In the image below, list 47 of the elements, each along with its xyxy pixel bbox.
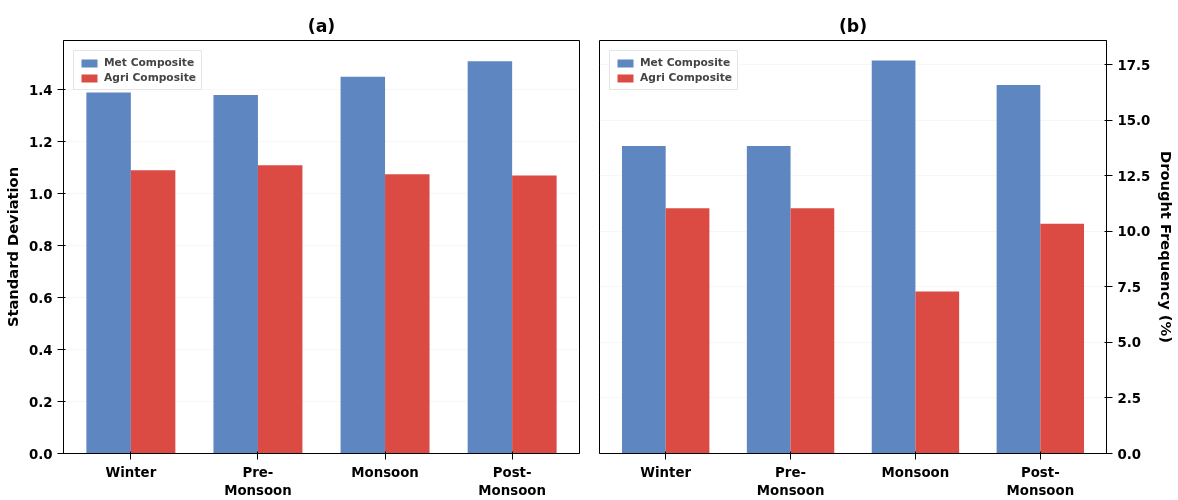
y-tick-label: 1.0 bbox=[28, 186, 53, 202]
y2-tick-label: 10.0 bbox=[1117, 224, 1151, 240]
legend-label: Met Composite bbox=[104, 56, 195, 69]
bar bbox=[257, 165, 303, 454]
y2-tick-label: 2.5 bbox=[1117, 390, 1142, 406]
chart-title: (a) bbox=[307, 15, 336, 36]
x-tick-label: Post- Monsoon bbox=[1006, 464, 1075, 498]
x-tick-label: Post- Monsoon bbox=[478, 464, 546, 498]
legend-label: Met Composite bbox=[640, 56, 731, 69]
y2-tick-label: 17.5 bbox=[1117, 57, 1151, 73]
x-tick-label: Pre- Monsoon bbox=[756, 464, 825, 498]
bar bbox=[621, 145, 666, 454]
y2-tick-label: 0.0 bbox=[1117, 446, 1142, 462]
bar bbox=[385, 174, 430, 454]
bar bbox=[213, 95, 258, 454]
y-tick-label: 0.8 bbox=[28, 238, 53, 254]
bar bbox=[996, 84, 1041, 454]
bar bbox=[1040, 223, 1085, 454]
bar bbox=[467, 61, 513, 454]
bar bbox=[340, 76, 386, 454]
y2-tick-label: 7.5 bbox=[1117, 279, 1142, 295]
y-tick-label: 0.6 bbox=[28, 290, 53, 306]
legend-label: Agri Composite bbox=[104, 71, 197, 84]
y-tick-label: 1.2 bbox=[28, 134, 53, 150]
y-tick-label: 0.0 bbox=[28, 446, 53, 462]
bar bbox=[871, 60, 916, 454]
x-tick-label: Winter bbox=[640, 464, 692, 480]
y-axis-title: Standard Deviation bbox=[3, 166, 21, 328]
y-tick-label: 0.4 bbox=[28, 342, 53, 358]
x-tick-label: Pre- Monsoon bbox=[224, 464, 292, 498]
x-tick-label: Monsoon bbox=[351, 464, 419, 480]
y2-tick-label: 15.0 bbox=[1117, 113, 1151, 129]
bar bbox=[790, 208, 835, 454]
chart-title: (b) bbox=[838, 15, 868, 36]
bar bbox=[665, 208, 710, 454]
bar bbox=[130, 170, 176, 454]
y2-axis-title: Drought Frequency (%) bbox=[1158, 151, 1176, 343]
y2-tick-label: 12.5 bbox=[1117, 168, 1151, 184]
y2-tick-label: 5.0 bbox=[1117, 335, 1142, 351]
bar bbox=[746, 145, 791, 454]
y-tick-label: 0.2 bbox=[28, 394, 53, 410]
legend-label: Agri Composite bbox=[640, 71, 733, 84]
bar bbox=[512, 175, 557, 454]
y-tick-label: 1.4 bbox=[28, 82, 53, 98]
bar bbox=[915, 291, 960, 454]
x-tick-label: Monsoon bbox=[881, 464, 950, 480]
x-tick-label: Winter bbox=[105, 464, 157, 480]
